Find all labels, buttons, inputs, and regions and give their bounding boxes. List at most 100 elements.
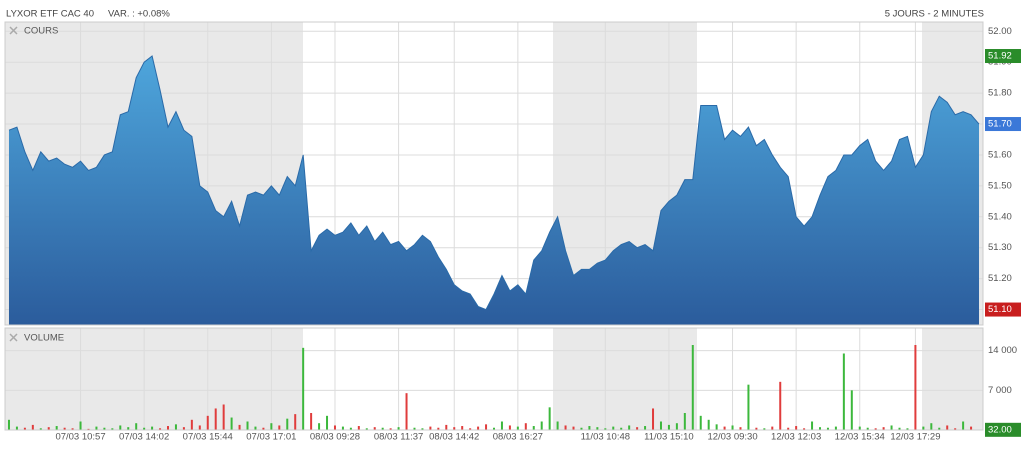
volume-bar bbox=[397, 427, 400, 430]
value-tag-label: 51.70 bbox=[988, 119, 1012, 130]
volume-bar bbox=[182, 427, 185, 430]
y-tick-label: 51.80 bbox=[988, 88, 1012, 99]
volume-bar bbox=[341, 426, 344, 430]
volume-bar bbox=[294, 414, 297, 430]
volume-bar bbox=[779, 381, 782, 430]
x-tick-label: 07/03 10:57 bbox=[55, 432, 105, 443]
volume-bar bbox=[548, 407, 551, 430]
volume-bar bbox=[63, 427, 66, 430]
volume-bar bbox=[254, 426, 257, 430]
volume-bar bbox=[262, 427, 265, 430]
volume-bar bbox=[310, 413, 313, 430]
volume-bar bbox=[103, 427, 106, 430]
volume-bar bbox=[795, 426, 798, 430]
volume-bar bbox=[445, 424, 448, 430]
volume-bar bbox=[95, 426, 98, 430]
volume-bar bbox=[747, 384, 750, 430]
volume-bar bbox=[938, 427, 941, 430]
volume-bar bbox=[461, 426, 464, 430]
volume-bar bbox=[826, 427, 829, 430]
volume-bar bbox=[596, 427, 599, 430]
y-tick-label: 51.60 bbox=[988, 149, 1012, 160]
volume-bar bbox=[890, 425, 893, 430]
volume-bar bbox=[87, 428, 90, 430]
volume-bar bbox=[167, 426, 169, 430]
value-tag-label: 32.00 bbox=[988, 424, 1012, 435]
volume-bar bbox=[238, 424, 241, 430]
value-tag bbox=[985, 49, 1021, 64]
volume-bar bbox=[914, 345, 917, 430]
volume-bar bbox=[755, 427, 758, 430]
volume-bar bbox=[135, 423, 138, 430]
x-tick-label: 08/03 09:28 bbox=[310, 432, 360, 443]
volume-bar bbox=[691, 345, 694, 430]
volume-bar bbox=[954, 428, 957, 430]
volume-bar bbox=[151, 426, 154, 430]
volume-bar bbox=[413, 427, 416, 430]
volume-bar bbox=[763, 428, 766, 430]
price-area bbox=[8, 56, 980, 326]
volume-bar bbox=[819, 427, 821, 430]
volume-bar bbox=[620, 427, 623, 430]
x-tick-label: 07/03 15:44 bbox=[183, 432, 233, 443]
volume-bar bbox=[508, 425, 511, 430]
volume-bar bbox=[970, 426, 973, 430]
value-tag-label: 51.92 bbox=[988, 51, 1012, 62]
price-line bbox=[8, 55, 980, 311]
volume-bar bbox=[930, 423, 933, 430]
x-tick-label: 08/03 14:42 bbox=[429, 432, 479, 443]
volume-bar bbox=[882, 427, 885, 430]
volume-bar bbox=[381, 427, 384, 430]
volume-bar bbox=[15, 426, 18, 430]
period[interactable]: 5 JOURS - 2 MINUTES bbox=[885, 9, 984, 20]
volume-bar bbox=[174, 424, 177, 430]
volume-bar bbox=[373, 427, 376, 430]
volume-bar bbox=[771, 426, 774, 430]
volume-bar bbox=[198, 425, 201, 430]
volume-bar bbox=[7, 419, 10, 430]
volume-bar bbox=[23, 427, 26, 430]
volume-bar bbox=[811, 421, 814, 430]
volume-bar bbox=[946, 425, 949, 430]
volume-bar bbox=[302, 347, 305, 430]
y-tick-label: 51.30 bbox=[988, 242, 1012, 253]
volume-bar bbox=[683, 413, 686, 430]
volume-bar bbox=[453, 427, 456, 430]
volume-bar bbox=[636, 427, 639, 430]
volume-bar bbox=[556, 421, 559, 430]
volume-bar bbox=[230, 417, 233, 430]
y-tick-label: 14 000 bbox=[988, 345, 1017, 356]
x-tick-label: 12/03 17:29 bbox=[890, 432, 940, 443]
volume-bar bbox=[604, 428, 607, 430]
volume-bar bbox=[485, 424, 488, 430]
y-tick-label: 51.20 bbox=[988, 273, 1012, 284]
volume-bar bbox=[421, 428, 424, 430]
instrument-name: LYXOR ETF CAC 40 bbox=[6, 9, 94, 20]
price-frame bbox=[4, 21, 984, 326]
volume-bar bbox=[532, 426, 535, 430]
volume-bar bbox=[524, 423, 527, 430]
volume-bar bbox=[55, 426, 58, 430]
volume-bar bbox=[246, 421, 249, 430]
volume-bar bbox=[477, 426, 480, 430]
volume-bar bbox=[437, 427, 440, 430]
y-tick-label: 52.00 bbox=[988, 26, 1012, 37]
volume-bar bbox=[31, 424, 34, 430]
volume-bar bbox=[787, 427, 790, 430]
volume-bar bbox=[349, 427, 352, 430]
volume-bar bbox=[731, 425, 734, 430]
value-tag bbox=[985, 422, 1021, 437]
volume-bar bbox=[707, 419, 710, 430]
volume-bar bbox=[652, 408, 655, 430]
volume-bar bbox=[516, 426, 519, 430]
volume-bar bbox=[874, 428, 877, 430]
volume-bar bbox=[667, 424, 670, 430]
volume-bar bbox=[850, 390, 853, 430]
panel-icon bbox=[9, 26, 18, 342]
volume-bar bbox=[119, 425, 122, 430]
volume-bar bbox=[644, 426, 647, 430]
volume-bar bbox=[580, 427, 583, 430]
volume-bar bbox=[214, 408, 217, 430]
volume-bar bbox=[715, 424, 718, 430]
